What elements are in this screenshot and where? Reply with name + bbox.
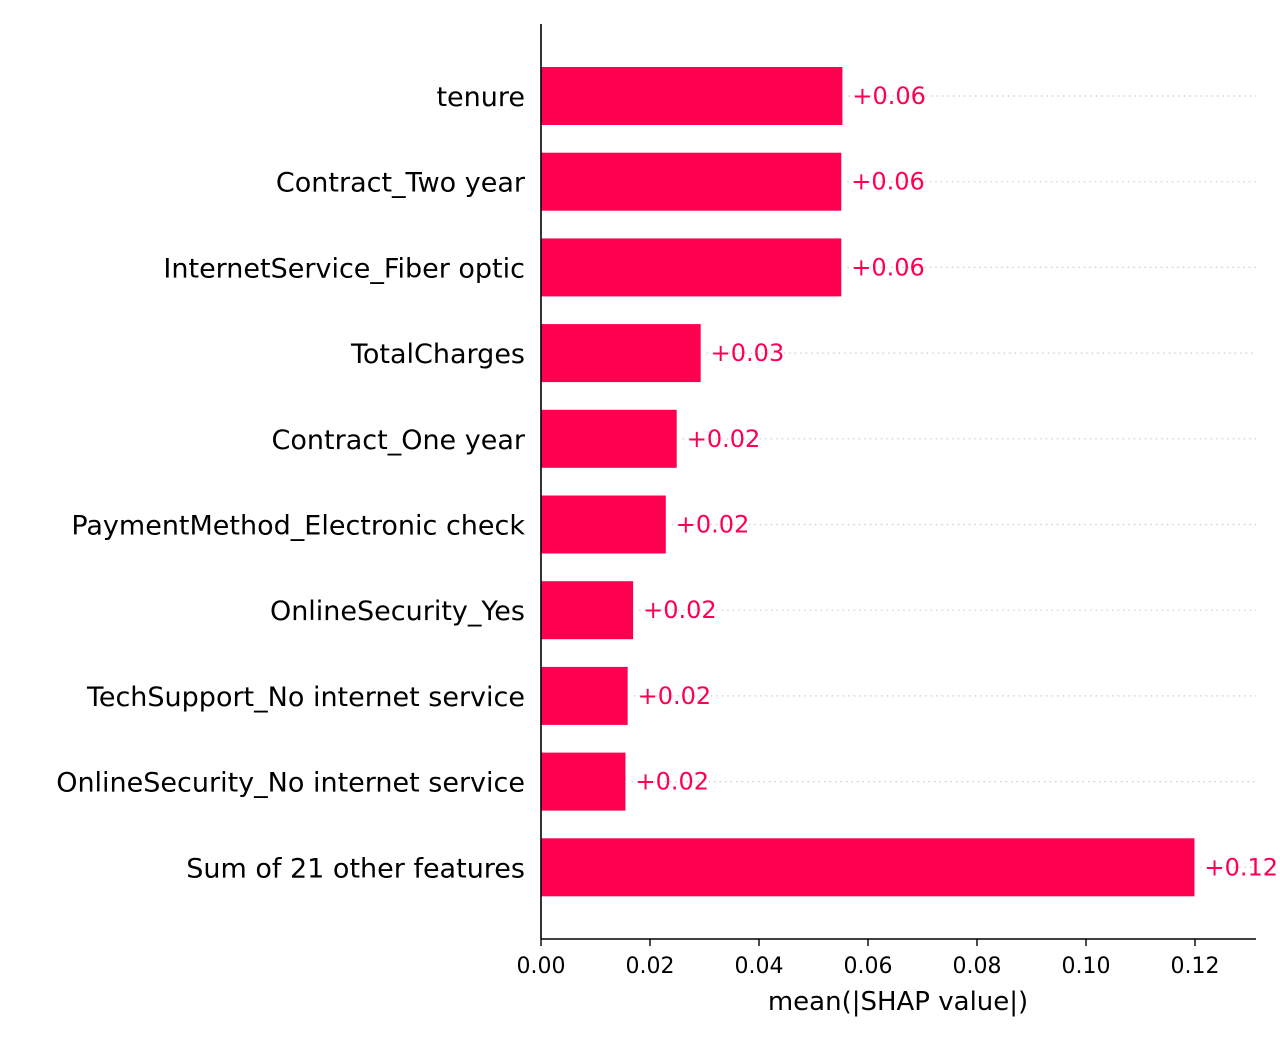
value-label: +0.02 (638, 682, 712, 710)
bar (541, 238, 842, 297)
x-ticks: 0.00 0.02 0.04 0.06 0.08 0.10 0.12 (517, 939, 1220, 979)
bar (541, 666, 628, 725)
bar (541, 495, 666, 554)
value-label: +0.03 (711, 339, 785, 367)
bar (541, 581, 634, 640)
x-tick-label: 0.08 (953, 954, 1002, 979)
bar (541, 409, 677, 468)
value-label: +0.06 (851, 168, 925, 196)
x-tick-label: 0.04 (735, 954, 784, 979)
x-tick-label: 0.00 (517, 954, 566, 979)
value-labels: +0.06 +0.06 +0.06 +0.03 +0.02 +0.02 +0.02 +0.02… (635, 82, 1278, 881)
x-tick-label: 0.10 (1062, 954, 1111, 979)
feature-label: TotalCharges (350, 339, 525, 370)
bar (541, 152, 842, 211)
value-label: +0.12 (1204, 853, 1278, 881)
feature-label: OnlineSecurity_No internet service (56, 768, 525, 799)
feature-label: OnlineSecurity_Yes (270, 596, 525, 627)
feature-label: TechSupport_No internet service (86, 682, 525, 713)
value-label: +0.02 (676, 511, 750, 539)
feature-label: Contract_One year (272, 425, 526, 456)
x-tick-label: 0.02 (626, 954, 675, 979)
value-label: +0.06 (851, 253, 925, 281)
feature-label: InternetService_Fiber optic (163, 253, 525, 284)
value-label: +0.02 (635, 768, 709, 796)
value-label: +0.02 (687, 425, 761, 453)
bar (541, 324, 701, 383)
x-tick-label: 0.12 (1171, 954, 1220, 979)
x-tick-label: 0.06 (844, 954, 893, 979)
value-label: +0.02 (643, 596, 717, 624)
feature-label: Sum of 21 other features (186, 853, 525, 884)
feature-labels: tenure Contract_Two year InternetService_F… (56, 82, 526, 884)
bar (541, 752, 626, 811)
feature-label: Contract_Two year (276, 168, 526, 199)
x-axis-title: mean(|SHAP value|) (768, 987, 1028, 1017)
value-label: +0.06 (852, 82, 926, 110)
axes (540, 24, 1256, 940)
bar (541, 838, 1195, 897)
feature-label: tenure (436, 82, 525, 113)
guide-lines (631, 95, 1256, 868)
bar (541, 67, 843, 125)
feature-label: PaymentMethod_Electronic check (71, 511, 525, 542)
bars (541, 67, 1195, 897)
